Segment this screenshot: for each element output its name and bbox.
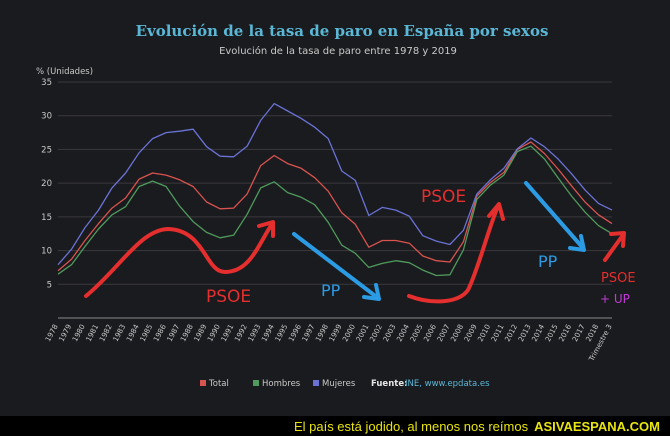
footer-caption: El país está jodido, al menos nos reímos bbox=[293, 418, 529, 434]
annotation-label: PP bbox=[538, 252, 558, 271]
y-axis-label: % (Unidades) bbox=[36, 67, 93, 77]
legend-swatch-total bbox=[200, 380, 206, 386]
footer-brand: ASIVAESPANA.COM bbox=[534, 418, 660, 434]
y-tick-label: 15 bbox=[41, 213, 52, 223]
annotation-arrow-psoe-1 bbox=[84, 222, 274, 298]
annotation-arrow-psoe-3 bbox=[603, 233, 625, 262]
annotation-label: PSOE bbox=[421, 187, 466, 207]
y-tick-label: 20 bbox=[41, 179, 52, 189]
legend-label: Mujeres bbox=[322, 379, 356, 389]
annotation-arrow-pp-2 bbox=[524, 181, 585, 250]
series-line-hombres bbox=[57, 145, 613, 277]
y-tick-label: 30 bbox=[41, 112, 52, 122]
y-tick-label: 25 bbox=[41, 145, 52, 155]
annotation-arrow-psoe-1-head bbox=[257, 220, 275, 238]
annotation-label: PP bbox=[321, 281, 341, 300]
annotation-label: + UP bbox=[600, 292, 630, 306]
annotation-arrow-pp-1-head bbox=[362, 283, 381, 301]
annotation-label: PSOE bbox=[206, 287, 251, 307]
legend-label: Total bbox=[208, 379, 229, 389]
chart-subtitle: Evolución de la tasa de paro entre 1978 … bbox=[219, 45, 457, 57]
legend-label: Hombres bbox=[262, 379, 301, 389]
watermark-bar: El país está jodido, al menos nos reímos… bbox=[0, 416, 670, 436]
chart-title: Evolución de la tasa de paro en España p… bbox=[136, 22, 549, 40]
y-tick-label: 5 bbox=[47, 280, 52, 290]
annotation-arrow-pp-2-head bbox=[568, 234, 586, 252]
annotation-arrow-psoe-3-head bbox=[609, 231, 626, 248]
series-line-total bbox=[57, 141, 613, 272]
annotation-arrow-psoe-2 bbox=[407, 204, 500, 304]
source-prefix: Fuente: bbox=[371, 379, 407, 389]
annotation-arrow-pp-1 bbox=[292, 232, 380, 300]
legend-swatch-mujeres bbox=[313, 380, 319, 386]
series-line-mujeres bbox=[57, 102, 613, 266]
annotation-arrow-psoe-2-head bbox=[487, 202, 505, 221]
legend-swatch-hombres bbox=[253, 380, 259, 386]
y-tick-label: 35 bbox=[41, 78, 52, 88]
annotation-label: PSOE bbox=[601, 271, 636, 286]
source-text: INE, www.epdata.es bbox=[405, 379, 490, 389]
y-tick-label: 10 bbox=[41, 247, 52, 257]
